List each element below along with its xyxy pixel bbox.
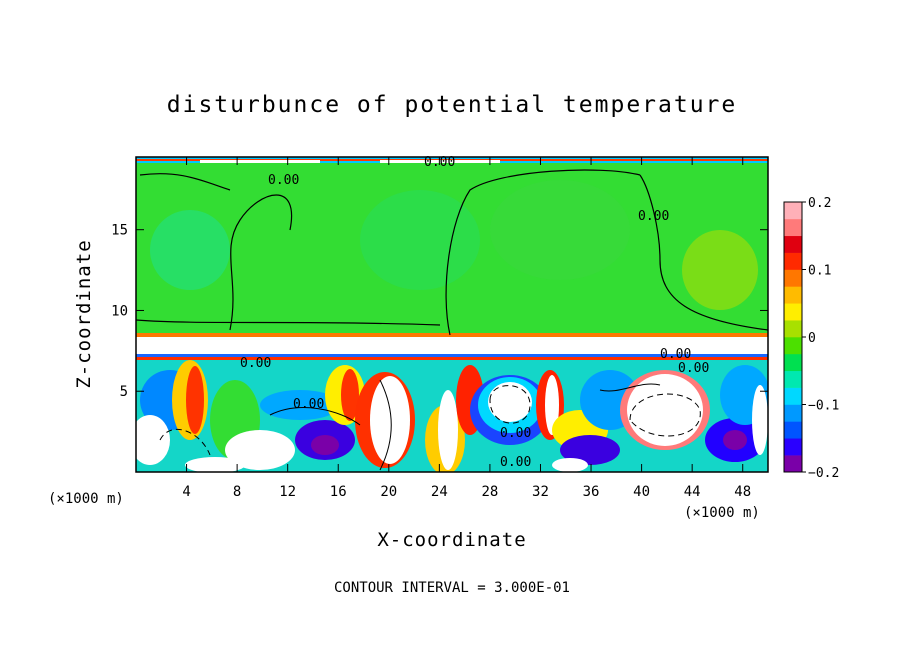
colorbar-swatch	[784, 252, 802, 270]
y-tick-label: 5	[120, 384, 128, 400]
contour-labels: 0.00 0.00 0.00 0.00 0.00 0.00 0.00 0.00 …	[240, 155, 709, 470]
colorbar-swatch	[784, 455, 802, 473]
colorbar-swatch	[784, 202, 802, 220]
y-tick-label: 15	[111, 223, 128, 239]
colorbar-swatch	[784, 320, 802, 338]
colorbar-swatch	[784, 387, 802, 405]
x-tick-label: 32	[532, 484, 549, 500]
x-tick-label: 40	[633, 484, 650, 500]
colorbar-swatch	[784, 235, 802, 253]
contour-label: 0.00	[293, 397, 324, 412]
y-axis-label: Z-coordinate	[73, 239, 95, 388]
colorbar-swatch	[784, 286, 802, 304]
colorbar-swatch	[784, 421, 802, 439]
heatmap-field	[136, 157, 768, 472]
x-tick-label: 4	[182, 484, 190, 500]
chart-title: disturbunce of potential temperature	[167, 92, 738, 118]
x-axis-ticks: 4 8 12 16 20 24 28 32 36 40 44 48	[182, 157, 751, 500]
x-tick-label: 12	[279, 484, 296, 500]
x-unit-left: (×1000 m)	[48, 491, 124, 507]
x-unit-right: (×1000 m)	[684, 505, 760, 521]
colorbar	[783, 201, 803, 473]
colorbar-swatch	[784, 438, 802, 456]
x-tick-label: 28	[481, 484, 498, 500]
x-tick-label: 36	[583, 484, 600, 500]
contour-label: 0.00	[678, 361, 709, 376]
colorbar-tick-label: −0.1	[808, 399, 839, 414]
colorbar-swatch	[784, 337, 802, 355]
x-tick-label: 48	[734, 484, 751, 500]
colorbar-ticks: 0.2 0.1 0 −0.1 −0.2	[802, 196, 839, 481]
contour-label: 0.00	[638, 209, 669, 224]
colorbar-swatch	[784, 218, 802, 237]
x-tick-label: 24	[431, 484, 448, 500]
contour-interval-note: CONTOUR INTERVAL = 3.000E-01	[334, 580, 570, 596]
x-tick-label: 44	[684, 484, 701, 500]
x-tick-label: 8	[233, 484, 241, 500]
x-axis-label: X-coordinate	[377, 529, 526, 551]
colorbar-swatch	[784, 269, 802, 287]
colorbar-swatch	[784, 353, 802, 372]
colorbar-swatch	[784, 404, 802, 422]
contour-label: 0.00	[500, 455, 531, 470]
colorbar-tick-label: 0.1	[808, 264, 831, 279]
y-tick-label: 10	[111, 303, 128, 319]
plot-frame	[135, 156, 769, 473]
contour-label: 0.00	[268, 173, 299, 188]
y-axis-ticks: 5 10 15	[111, 223, 768, 400]
colorbar-swatch	[784, 303, 802, 321]
colorbar-swatch	[784, 370, 802, 388]
contour-label: 0.00	[660, 347, 691, 362]
colorbar-tick-label: 0	[808, 331, 816, 346]
x-tick-label: 20	[380, 484, 397, 500]
contour-label: 0.00	[240, 356, 271, 371]
colorbar-tick-label: −0.2	[808, 466, 839, 481]
colorbar-tick-label: 0.2	[808, 196, 831, 211]
contour-label: 0.00	[500, 426, 531, 441]
x-tick-label: 16	[330, 484, 347, 500]
